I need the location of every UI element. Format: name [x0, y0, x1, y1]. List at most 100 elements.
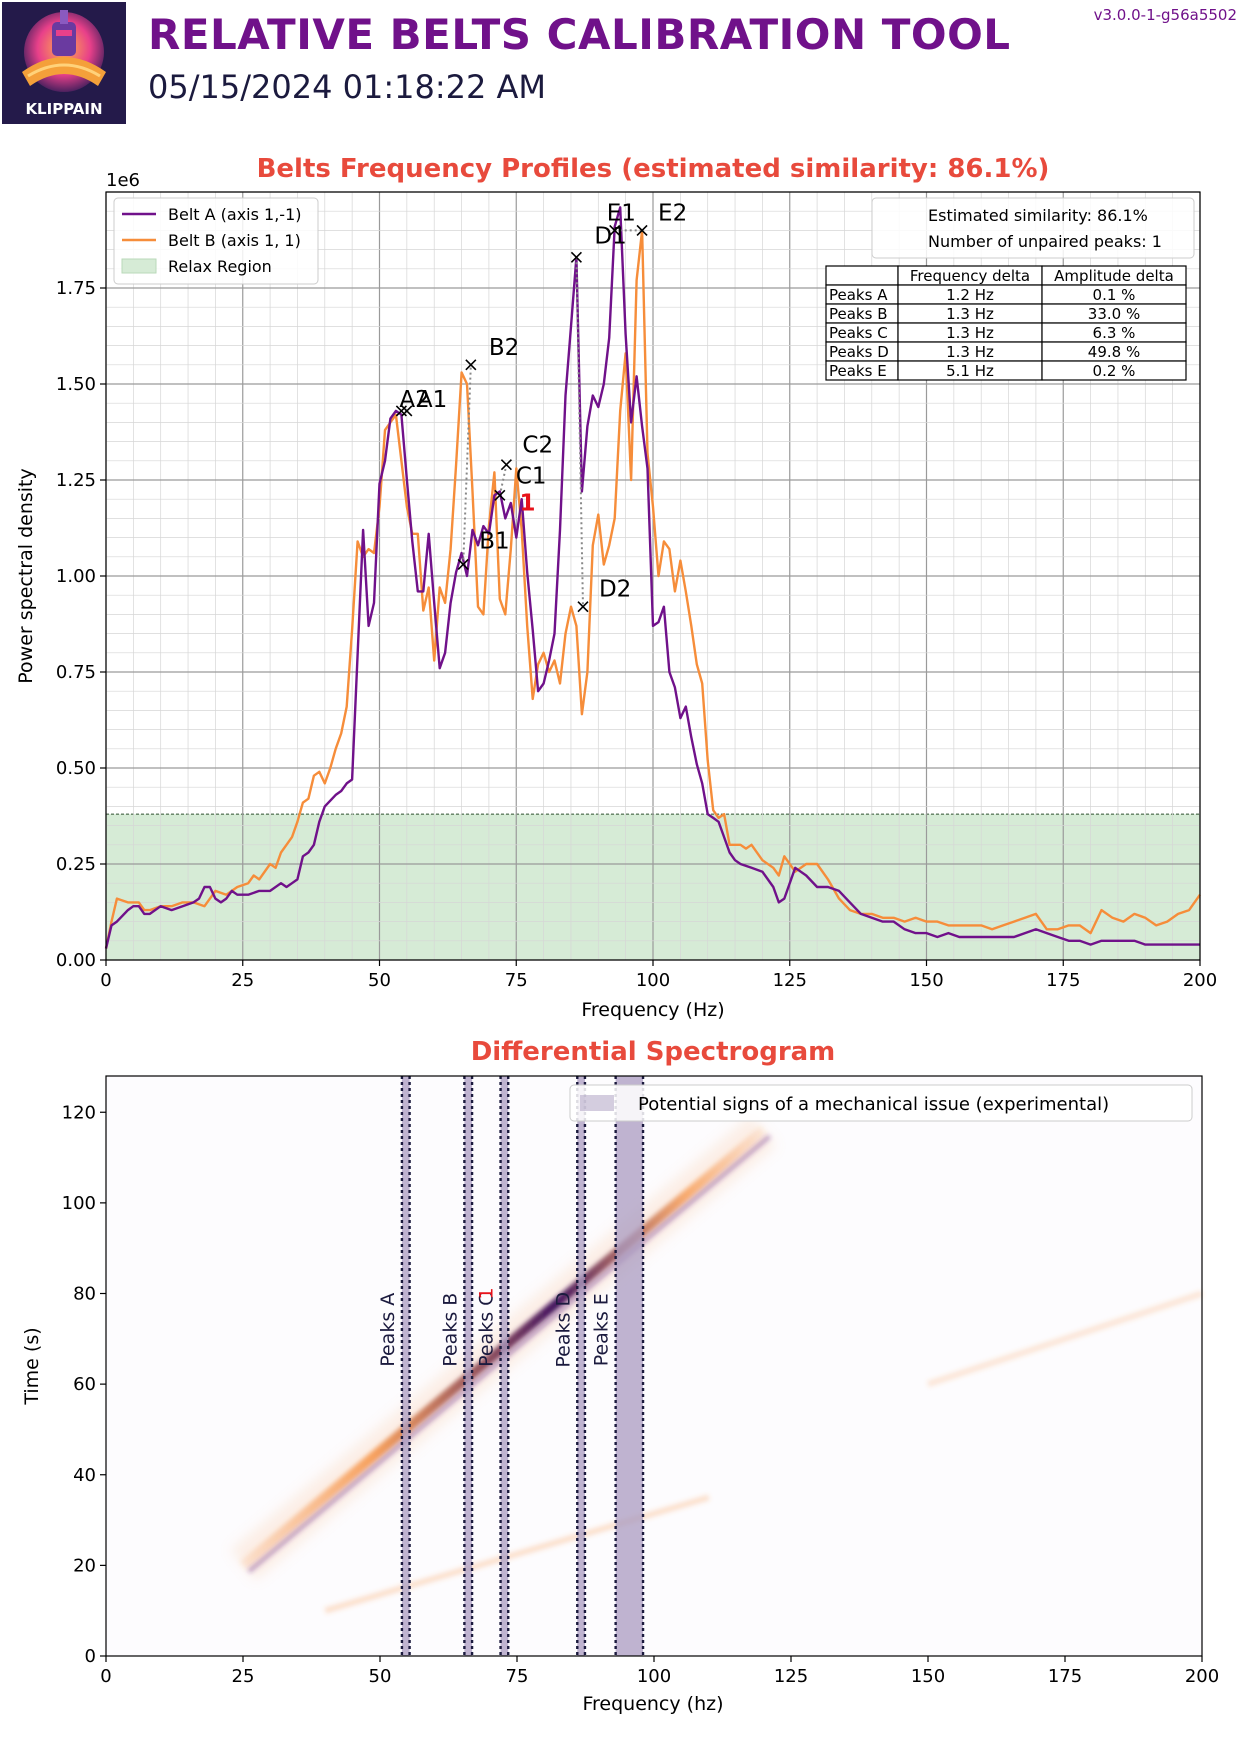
y-tick-label: 120	[62, 1102, 96, 1123]
peak-band	[500, 1076, 509, 1656]
spectrogram-peak-bands: Peaks A Peaks B Peaks C Peaks D Peaks E 1	[377, 1076, 645, 1656]
profile-legend: Belt A (axis 1,-1) Belt B (axis 1, 1) Re…	[113, 197, 319, 285]
x-tick-label: 25	[232, 1666, 255, 1687]
table-row-amplitude: 0.1 %	[1093, 286, 1136, 304]
similarity-info-box: Estimated similarity: 86.1% Number of un…	[871, 197, 1195, 259]
peak-label-a1: A1	[417, 387, 447, 413]
x-tick-label: 125	[773, 970, 807, 991]
peak-marker	[577, 601, 589, 613]
peak-label-a2: A2	[399, 387, 429, 413]
profile-chart-title: Belts Frequency Profiles (estimated simi…	[257, 154, 1050, 184]
y-tick-label: 40	[73, 1465, 96, 1486]
x-tick-label: 25	[231, 970, 254, 991]
peak-marker	[401, 405, 413, 417]
klippain-logo: KLIPPAIN	[2, 2, 126, 124]
version-label: v3.0.0-1-g56a5502	[1093, 6, 1237, 24]
table-header-amplitude: Amplitude delta	[1054, 267, 1174, 285]
x-tick-label: 0	[100, 1666, 111, 1687]
y-tick-label: 60	[73, 1374, 96, 1395]
x-tick-label: 175	[1048, 1666, 1082, 1687]
belt-b-line	[104, 229, 1201, 949]
table-row-amplitude: 49.8 %	[1088, 343, 1140, 361]
table-row-label: Peaks E	[829, 362, 887, 380]
peak-marker	[609, 224, 621, 236]
report-date: 05/15/2024 01:18:22 AM	[148, 68, 546, 106]
info-unpaired: Number of unpaired peaks: 1	[928, 232, 1162, 251]
secondary-trace	[324, 1494, 710, 1614]
peak-label-b1: B1	[479, 528, 509, 554]
profile-y-scale: 1e6	[106, 170, 140, 191]
peak-band	[577, 1076, 585, 1656]
secondary-trace	[927, 1290, 1203, 1387]
y-tick-label: 1.25	[56, 470, 96, 491]
y-tick-label: 0.00	[56, 950, 96, 971]
profile-x-label: Frequency (Hz)	[581, 999, 724, 1021]
belt-a-line	[104, 206, 1200, 949]
peak-label-b2: B2	[489, 335, 519, 361]
logo-text: KLIPPAIN	[25, 100, 102, 118]
table-row-label: Peaks A	[829, 286, 888, 304]
x-tick-label: 0	[100, 970, 111, 991]
legend-belt-b: Belt B (axis 1, 1)	[168, 231, 301, 250]
table-row-frequency: 1.3 Hz	[946, 324, 994, 342]
mech-issue-swatch	[580, 1095, 614, 1111]
peak-band-label: Peaks A	[377, 1293, 399, 1367]
peaks-table: Frequency delta Amplitude delta Peaks A …	[825, 265, 1187, 381]
spectrogram-title: Differential Spectrogram	[471, 1037, 836, 1067]
y-tick-label: 80	[73, 1284, 96, 1305]
spectrogram-background	[106, 1076, 1202, 1656]
legend-relax-swatch	[121, 258, 157, 274]
table-row-label: Peaks B	[829, 305, 888, 323]
peak-label-e2: E2	[658, 200, 687, 226]
x-tick-label: 150	[909, 970, 943, 991]
profile-lines	[104, 206, 1201, 949]
y-tick-label: 0.75	[56, 662, 96, 683]
y-tick-label: 100	[62, 1193, 96, 1214]
y-tick-label: 20	[73, 1555, 96, 1576]
x-tick-label: 100	[637, 1666, 671, 1687]
x-tick-label: 50	[368, 970, 391, 991]
table-row-label: Peaks C	[829, 324, 888, 342]
x-tick-label: 200	[1185, 1666, 1219, 1687]
table-row-frequency: 1.2 Hz	[946, 286, 994, 304]
peak-band-label: Peaks C	[476, 1293, 498, 1367]
y-tick-label: 1.50	[56, 374, 96, 395]
y-tick-label: 1.75	[56, 278, 96, 299]
peak-marker	[500, 459, 512, 471]
peak-band	[401, 1076, 410, 1656]
peak-label-c1: C1	[516, 463, 547, 489]
peak-pair-connector	[498, 464, 508, 496]
peak-band	[615, 1076, 644, 1656]
peak-band-label: Peaks E	[591, 1293, 613, 1366]
y-tick-label: 0	[85, 1646, 96, 1667]
table-row-amplitude: 33.0 %	[1088, 305, 1140, 323]
belts-profile-chart: Belts Frequency Profiles (estimated simi…	[15, 154, 1217, 1021]
legend-belt-a: Belt A (axis 1,-1)	[168, 205, 302, 224]
peak-label-c2: C2	[522, 433, 553, 459]
x-tick-label: 75	[505, 970, 528, 991]
peak-marker	[636, 224, 648, 236]
band-unpaired-marker: 1	[476, 1287, 498, 1299]
x-tick-label: 100	[636, 970, 670, 991]
table-row-amplitude: 6.3 %	[1093, 324, 1136, 342]
peak-marker	[494, 489, 506, 501]
spectrogram-legend: Potential signs of a mechanical issue (e…	[569, 1084, 1193, 1122]
x-tick-label: 50	[369, 1666, 392, 1687]
y-tick-label: 1.00	[56, 566, 96, 587]
peak-label-d1: D1	[594, 223, 626, 249]
info-similarity: Estimated similarity: 86.1%	[928, 206, 1148, 225]
table-row-frequency: 1.3 Hz	[946, 343, 994, 361]
table-row-frequency: 1.3 Hz	[946, 305, 994, 323]
y-tick-label: 0.50	[56, 758, 96, 779]
y-tick-label: 0.25	[56, 854, 96, 875]
peak-band	[464, 1076, 473, 1656]
table-row-label: Peaks D	[829, 343, 889, 361]
page-title: RELATIVE BELTS CALIBRATION TOOL	[148, 10, 1011, 59]
peak-pair-connector	[575, 257, 584, 607]
legend-mech-issue: Potential signs of a mechanical issue (e…	[638, 1094, 1109, 1115]
peak-marker	[570, 251, 582, 263]
peak-marker	[465, 359, 477, 371]
profile-y-label: Power spectral density	[15, 468, 37, 683]
x-tick-label: 175	[1046, 970, 1080, 991]
